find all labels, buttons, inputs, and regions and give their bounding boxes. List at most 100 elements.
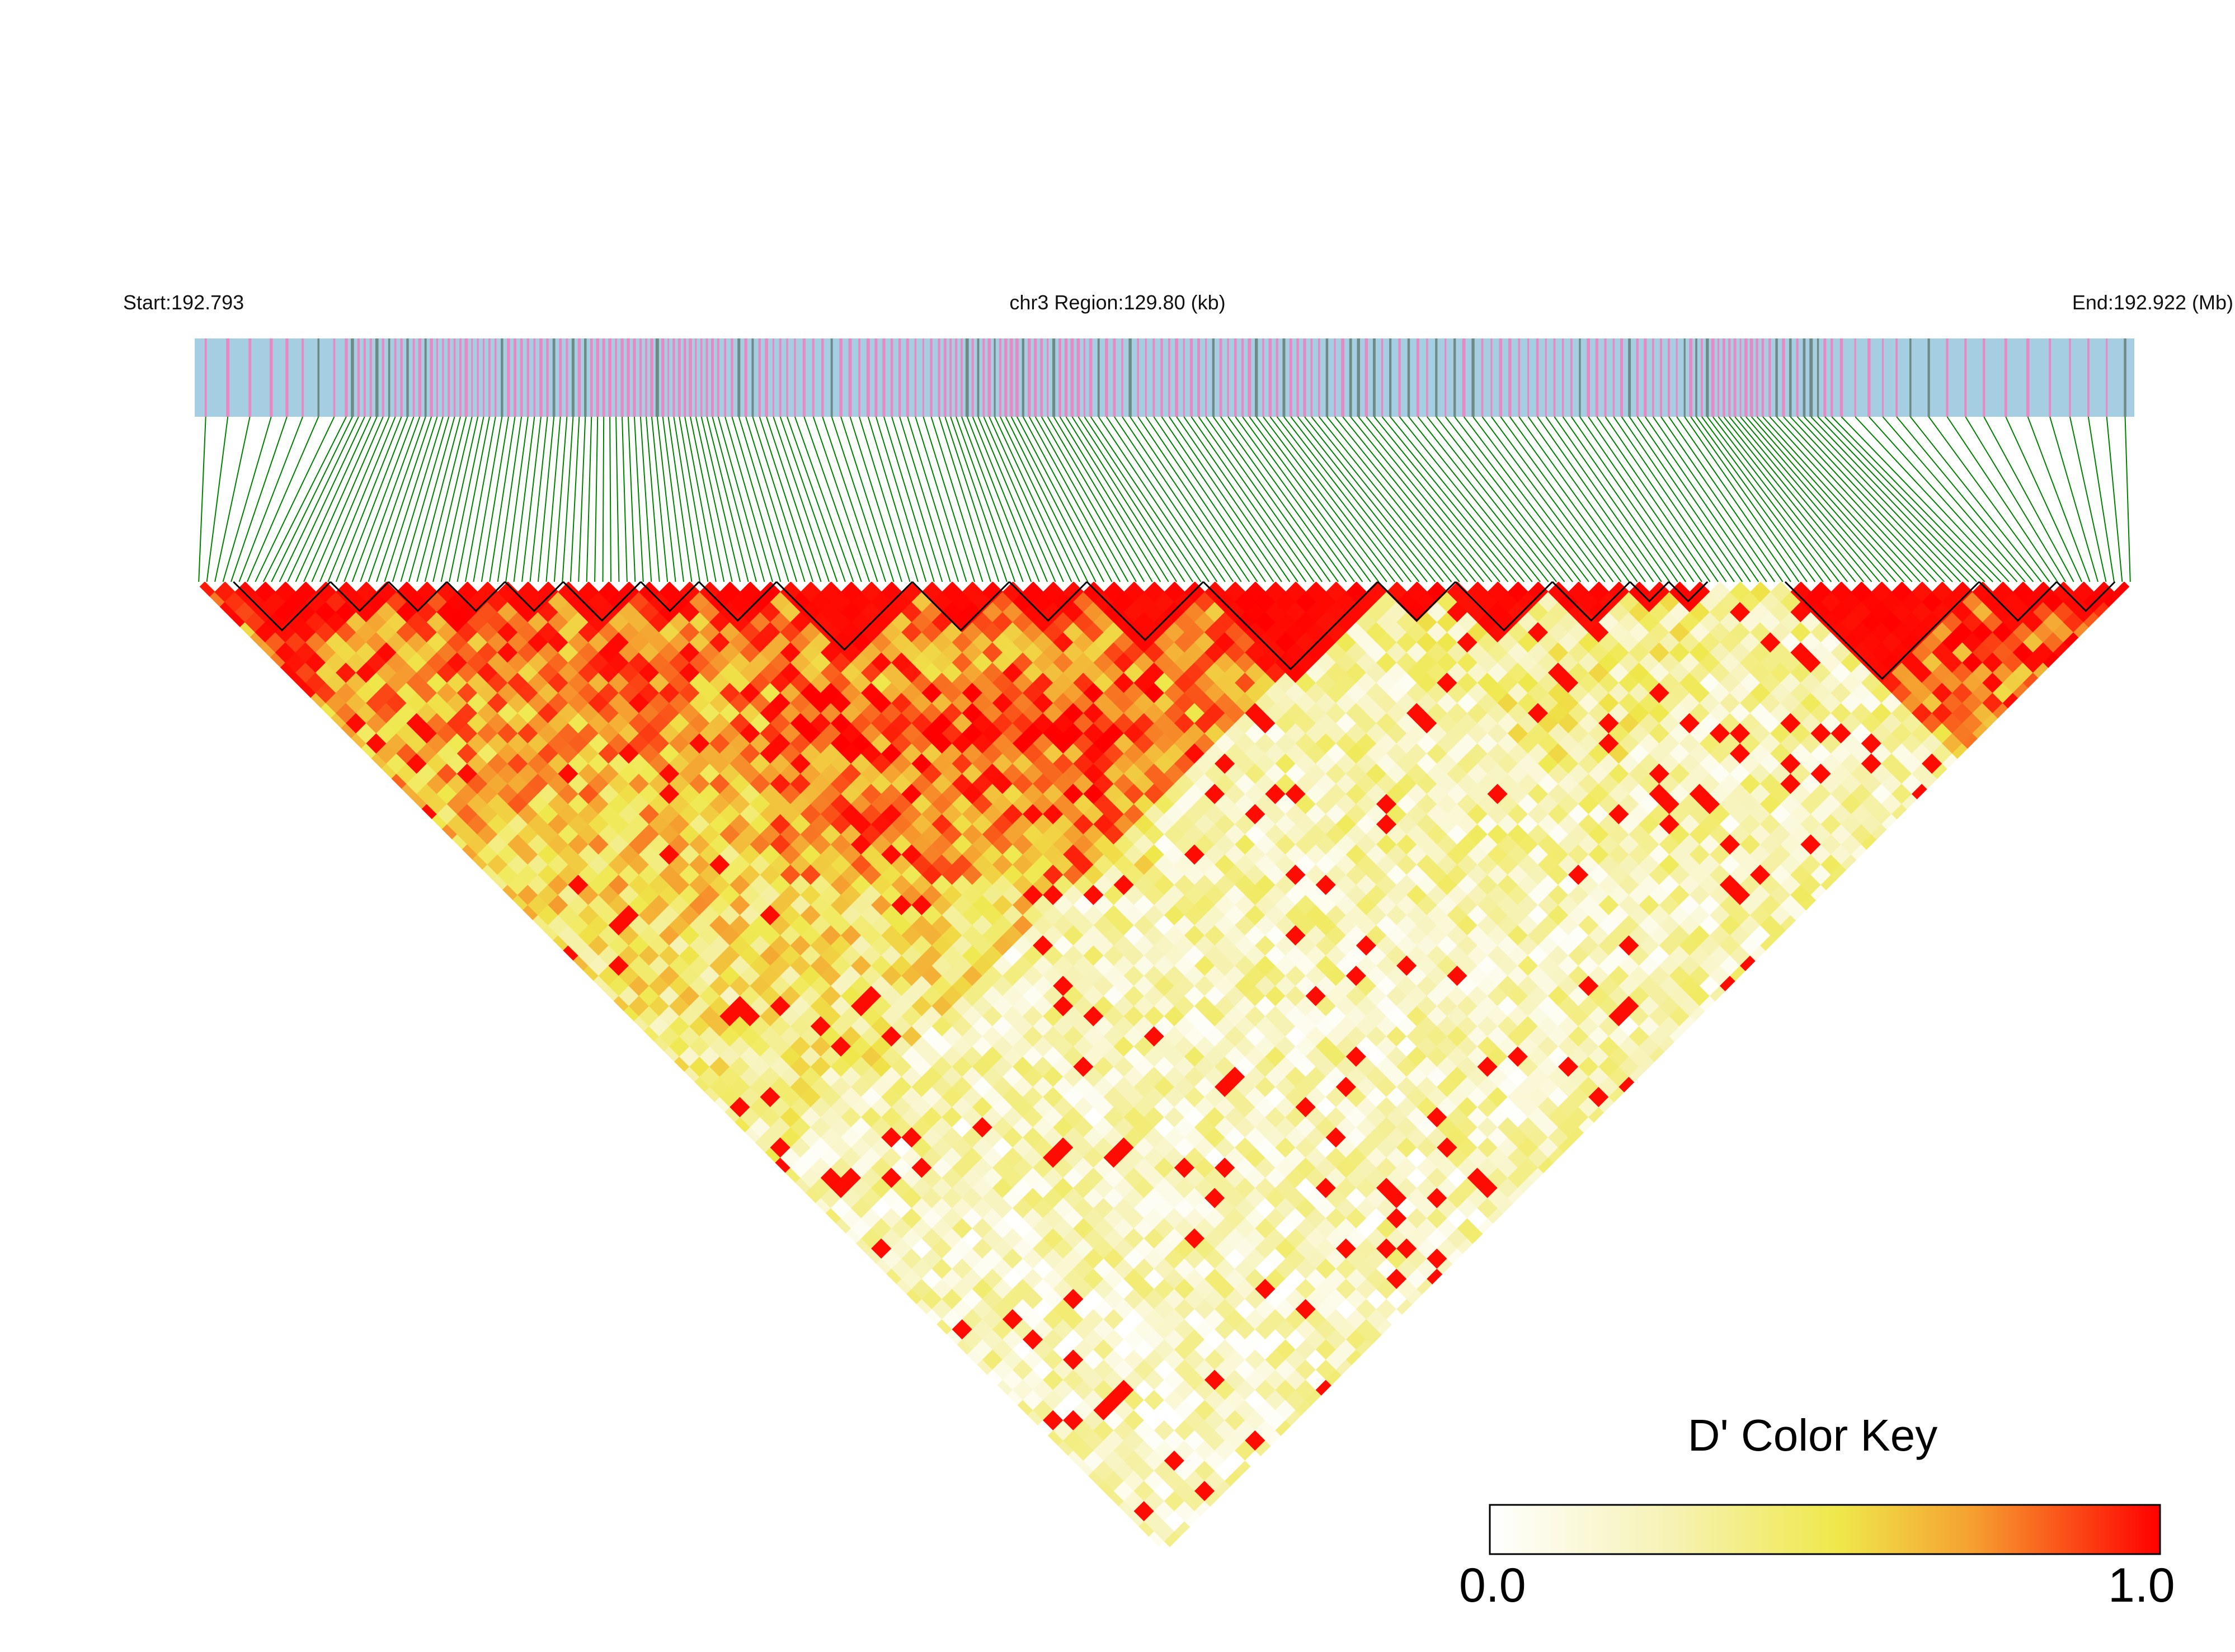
snp-connector: [724, 416, 773, 582]
snp-connector: [489, 416, 516, 582]
snp-connector: [1263, 416, 1387, 582]
snp-connector: [759, 416, 814, 582]
snp-connector: [319, 416, 390, 582]
snp-connector: [1491, 416, 1614, 582]
snp-connector: [1518, 416, 1638, 582]
snp-connector: [2027, 416, 2091, 582]
snp-connector: [1071, 416, 1178, 582]
snp-connector: [1408, 416, 1541, 582]
snp-connector: [1745, 416, 1889, 582]
snp-connector: [1010, 416, 1097, 582]
snp-connector: [416, 416, 461, 582]
snp-connector: [1545, 416, 1662, 582]
snp-connector: [627, 416, 636, 582]
snp-connector: [1153, 416, 1266, 582]
snp-connector: [408, 416, 455, 582]
snp-connector: [915, 416, 967, 582]
snp-connector: [867, 416, 919, 582]
snp-connector: [206, 416, 229, 582]
snp-connector: [1235, 416, 1355, 582]
snp-connector: [1436, 416, 1565, 582]
snp-connector: [198, 416, 206, 582]
snp-connector: [690, 416, 725, 582]
snp-connector: [891, 416, 943, 582]
snp-connector: [2106, 416, 2123, 582]
snp-connector: [238, 416, 304, 582]
snp-connector: [609, 416, 611, 582]
snp-connector: [464, 416, 496, 582]
snp-connector: [457, 416, 490, 582]
snp-connector: [505, 416, 529, 582]
snp-connector: [1059, 416, 1161, 582]
snp-connector: [214, 416, 251, 582]
snp-connector: [615, 416, 620, 582]
snp-connector: [779, 416, 838, 582]
snp-connector: [907, 416, 959, 582]
snp-connector: [1381, 416, 1517, 582]
snp-connector: [2069, 416, 2107, 582]
snp-connector: [1137, 416, 1250, 582]
snp-connector: [695, 416, 733, 582]
snp-connector: [513, 416, 535, 582]
snp-connector: [1122, 416, 1234, 582]
snp-connector: [1653, 416, 1767, 582]
snp-connector: [684, 416, 717, 582]
snp-connector: [1554, 416, 1671, 582]
snp-connector: [2005, 416, 2083, 582]
snp-connector: [1605, 416, 1719, 582]
snp-connector: [602, 416, 605, 582]
snp-connector: [662, 416, 684, 582]
snp-connector: [1205, 416, 1323, 582]
snp-connector: [1817, 416, 1978, 582]
snp-connector: [1896, 416, 2034, 582]
snp-connector: [1537, 416, 1654, 582]
snp-connector: [1696, 416, 1816, 582]
snp-connector: [327, 416, 396, 582]
snp-connector: [368, 416, 426, 582]
snp-connector: [255, 416, 335, 582]
snp-connector: [1621, 416, 1735, 582]
snp-connector: [977, 416, 1048, 582]
snp-connector: [766, 416, 822, 582]
snp-connector: [295, 416, 371, 582]
snp-connector: [1965, 416, 2067, 582]
snp-connector: [230, 416, 288, 582]
snp-connector: [1047, 416, 1145, 582]
snp-connector: [344, 416, 408, 582]
snp-connector: [521, 416, 542, 582]
snp-connector: [1588, 416, 1702, 582]
snp-connector: [262, 416, 347, 582]
snp-connector: [673, 416, 700, 582]
snp-connector: [586, 416, 592, 582]
snp-connector: [717, 416, 765, 582]
snp-connector: [1783, 416, 1937, 582]
snp-connector: [1660, 416, 1775, 582]
snp-connector: [983, 416, 1056, 582]
snp-connector: [1373, 416, 1509, 582]
snp-connector: [1579, 416, 1695, 582]
snp-connector: [950, 416, 1008, 582]
snp-connector: [1427, 416, 1557, 582]
snp-connector: [1690, 416, 1808, 582]
snp-connector: [1463, 416, 1589, 582]
snp-connector: [1417, 416, 1549, 582]
snp-connector: [938, 416, 991, 582]
snp-connector: [578, 416, 586, 582]
region-end-label: End:192.922 (Mb): [2072, 291, 2233, 314]
snp-connector: [360, 416, 421, 582]
snp-connector: [1509, 416, 1630, 582]
snp-connector: [956, 416, 1016, 582]
snp-connector: [944, 416, 1000, 582]
snp-connector: [1034, 416, 1129, 582]
snp-connector: [1454, 416, 1582, 582]
snp-connector: [1220, 416, 1339, 582]
snp-connector: [1928, 416, 2050, 582]
snp-connector: [1855, 416, 2010, 582]
snp-connector: [1707, 416, 1832, 582]
snp-connector: [384, 416, 438, 582]
snp-connector: [400, 416, 450, 582]
snp-connector: [1762, 416, 1913, 582]
snp-connector: [994, 416, 1072, 582]
snp-connector: [1756, 416, 1905, 582]
snp-connector: [679, 416, 709, 582]
